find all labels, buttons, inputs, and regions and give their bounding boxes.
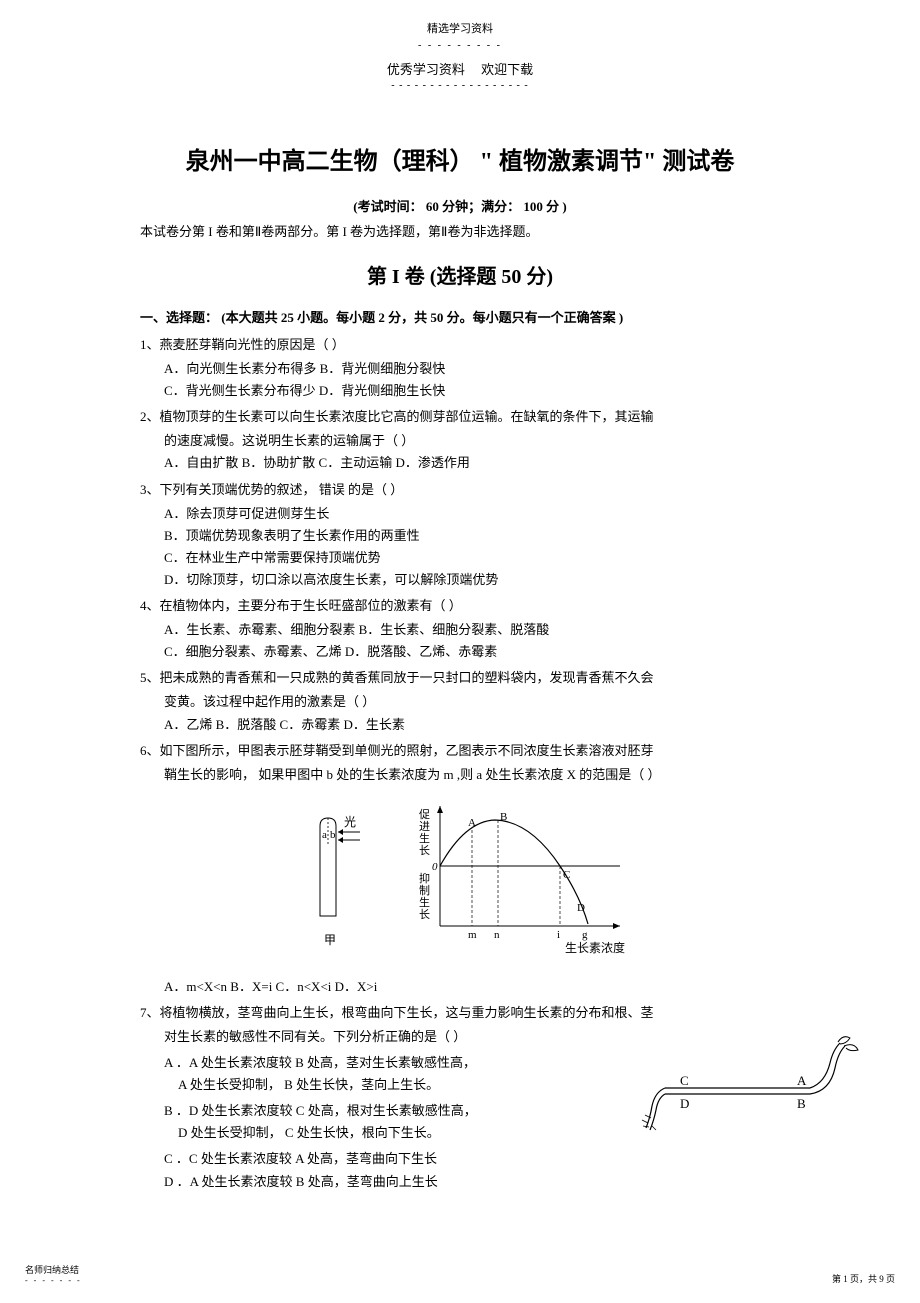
q1-stem: 1、燕麦胚芽鞘向光性的原因是（ ）: [140, 334, 780, 356]
q2-stem-cont: 的速度减慢。这说明生长素的运输属于（ ）: [140, 430, 780, 452]
q3-optD: D．切除顶芽，切口涂以高浓度生长素，可以解除顶端优势: [140, 569, 780, 591]
q7-label-A: A: [797, 1073, 807, 1088]
origin-label: 0: [432, 861, 438, 873]
q7-label-D: D: [680, 1096, 689, 1111]
section-header: 第 I 卷 (选择题 50 分): [140, 260, 780, 289]
q6-options: A．m<X<n B．X=i C．n<X<i D．X>i: [140, 976, 780, 998]
q6-opt-row: A．m<X<n B．X=i C．n<X<i D．X>i: [140, 976, 780, 998]
xtick-n: n: [494, 929, 500, 941]
q6-stem: 6、如下图所示，甲图表示胚芽鞘受到单侧光的照射，乙图表示不同浓度生长素溶液对胚芽: [140, 740, 780, 762]
q7-stem: 7、将植物横放，茎弯曲向上生长，根弯曲向下生长，这与重力影响生长素的分布和根、茎: [140, 1002, 780, 1024]
y-top-4: 长: [419, 844, 430, 857]
exam-info: (考试时间： 60 分钟；满分： 100 分 ): [140, 196, 780, 215]
q4-opt-row1: A．生长素、赤霉素、细胞分裂素 B．生长素、细胞分裂素、脱落酸: [140, 619, 780, 641]
y-top-1: 促: [419, 807, 430, 821]
q7-label-C: C: [680, 1073, 689, 1088]
q4-opt-row2: C．细胞分裂素、赤霉素、乙烯 D．脱落酸、乙烯、赤霉素: [140, 641, 780, 663]
q3-optB: B．顶端优势现象表明了生长素作用的两重性: [140, 525, 780, 547]
q7-optC: C ．C 处生长素浓度较 A 处高，茎弯曲向下生长: [140, 1148, 780, 1170]
y-top-2: 进: [419, 820, 430, 833]
section-instructions: 一、选择题： (本大题共 25 小题。每小题 2 分，共 50 分。每小题只有一…: [140, 307, 780, 326]
footer-right: 第 1 页，共 9 页: [832, 1272, 895, 1285]
footer-left: 名师归纳总结 - - - - - - -: [25, 1263, 82, 1285]
y-bot-4: 长: [419, 908, 430, 921]
q6-svg: a b 光 甲 0 促 进 生: [280, 796, 640, 961]
auxin-curve-chart: 0 促 进 生 长 抑 制 生 长 A B C D: [419, 806, 625, 955]
document-page: 精选学习资料 - - - - - - - - - 优秀学习资料 欢迎下载 - -…: [0, 0, 920, 1303]
question-5: 5、把未成熟的青香蕉和一只成熟的黄香蕉同放于一只封口的塑料袋内，发现青香蕉不久会…: [140, 667, 780, 735]
q7-label-B: B: [797, 1096, 806, 1111]
point-C: C: [563, 869, 570, 881]
q6-stem-cont: 鞘生长的影响， 如果甲图中 b 处的生长素浓度为 m ,则 a 处生长素浓度 X…: [140, 764, 780, 786]
top-tiny-header: 精选学习资料: [140, 20, 780, 36]
coleoptile-diagram: a b 光 甲: [320, 815, 360, 947]
footer-left-dots: - - - - - - -: [25, 1276, 82, 1285]
top-dots: - - - - - - - - -: [140, 40, 780, 51]
coleoptile-a-label: a: [322, 829, 327, 841]
xtick-i: i: [557, 929, 560, 941]
q3-stem: 3、下列有关顶端优势的叙述， 错误 的是（ ）: [140, 479, 780, 501]
q4-stem: 4、在植物体内，主要分布于生长旺盛部位的激素有（ ）: [140, 595, 780, 617]
q7-svg: C D A B: [640, 1028, 865, 1138]
point-A: A: [468, 817, 476, 829]
page-title: 泉州一中高二生物（理科） " 植物激素调节" 测试卷: [140, 141, 780, 176]
x-axis-label: 生长素浓度: [565, 940, 625, 955]
y-top-3: 生: [419, 831, 430, 845]
jia-label: 甲: [324, 933, 336, 947]
q3-optC: C．在林业生产中常需要保持顶端优势: [140, 547, 780, 569]
xtick-g: g: [582, 929, 588, 941]
point-B: B: [500, 811, 507, 823]
sub-header: 优秀学习资料 欢迎下载: [140, 59, 780, 78]
q6-figure: a b 光 甲 0 促 进 生: [140, 796, 780, 966]
y-bot-3: 生: [419, 895, 430, 909]
q5-stem: 5、把未成熟的青香蕉和一只成熟的黄香蕉同放于一只封口的塑料袋内，发现青香蕉不久会: [140, 667, 780, 689]
q1-opt-row2: C．背光侧生长素分布得少 D．背光侧细胞生长快: [140, 380, 780, 402]
footer-left-text: 名师归纳总结: [25, 1263, 82, 1276]
question-4: 4、在植物体内，主要分布于生长旺盛部位的激素有（ ） A．生长素、赤霉素、细胞分…: [140, 595, 780, 663]
question-2: 2、植物顶芽的生长素可以向生长素浓度比它高的侧芽部位运输。在缺氧的条件下，其运输…: [140, 406, 780, 474]
y-bot-1: 抑: [419, 871, 430, 885]
question-1: 1、燕麦胚芽鞘向光性的原因是（ ） A．向光侧生长素分布得多 B．背光侧细胞分裂…: [140, 334, 780, 402]
q7-optD: D ．A 处生长素浓度较 B 处高，茎弯曲向上生长: [140, 1171, 780, 1193]
xtick-m: m: [468, 929, 477, 941]
sub-header-left: 优秀学习资料: [387, 62, 465, 77]
coleoptile-b-label: b: [330, 829, 336, 841]
q3-optA: A．除去顶芽可促进侧芽生长: [140, 503, 780, 525]
point-D: D: [577, 902, 585, 914]
q5-opt-row: A．乙烯 B．脱落酸 C．赤霉素 D．生长素: [140, 714, 780, 736]
question-3: 3、下列有关顶端优势的叙述， 错误 的是（ ） A．除去顶芽可促进侧芽生长 B．…: [140, 479, 780, 591]
q1-opt-row1: A．向光侧生长素分布得多 B．背光侧细胞分裂快: [140, 358, 780, 380]
y-bot-2: 制: [419, 884, 430, 897]
exam-description: 本试卷分第 I 卷和第Ⅱ卷两部分。第 I 卷为选择题，第Ⅱ卷为非选择题。: [140, 221, 780, 240]
sub-header-underline: - - - - - - - - - - - - - - - - - -: [140, 80, 780, 91]
q2-stem: 2、植物顶芽的生长素可以向生长素浓度比它高的侧芽部位运输。在缺氧的条件下，其运输: [140, 406, 780, 428]
q2-opt-row1: A．自由扩散 B．协助扩散 C．主动运输 D．渗透作用: [140, 452, 780, 474]
light-label: 光: [344, 815, 356, 829]
q7-plant-diagram: C D A B: [640, 1028, 865, 1143]
q5-stem-cont: 变黄。该过程中起作用的激素是（ ）: [140, 691, 780, 713]
sub-header-right: 欢迎下载: [481, 62, 533, 77]
question-6: 6、如下图所示，甲图表示胚芽鞘受到单侧光的照射，乙图表示不同浓度生长素溶液对胚芽…: [140, 740, 780, 786]
